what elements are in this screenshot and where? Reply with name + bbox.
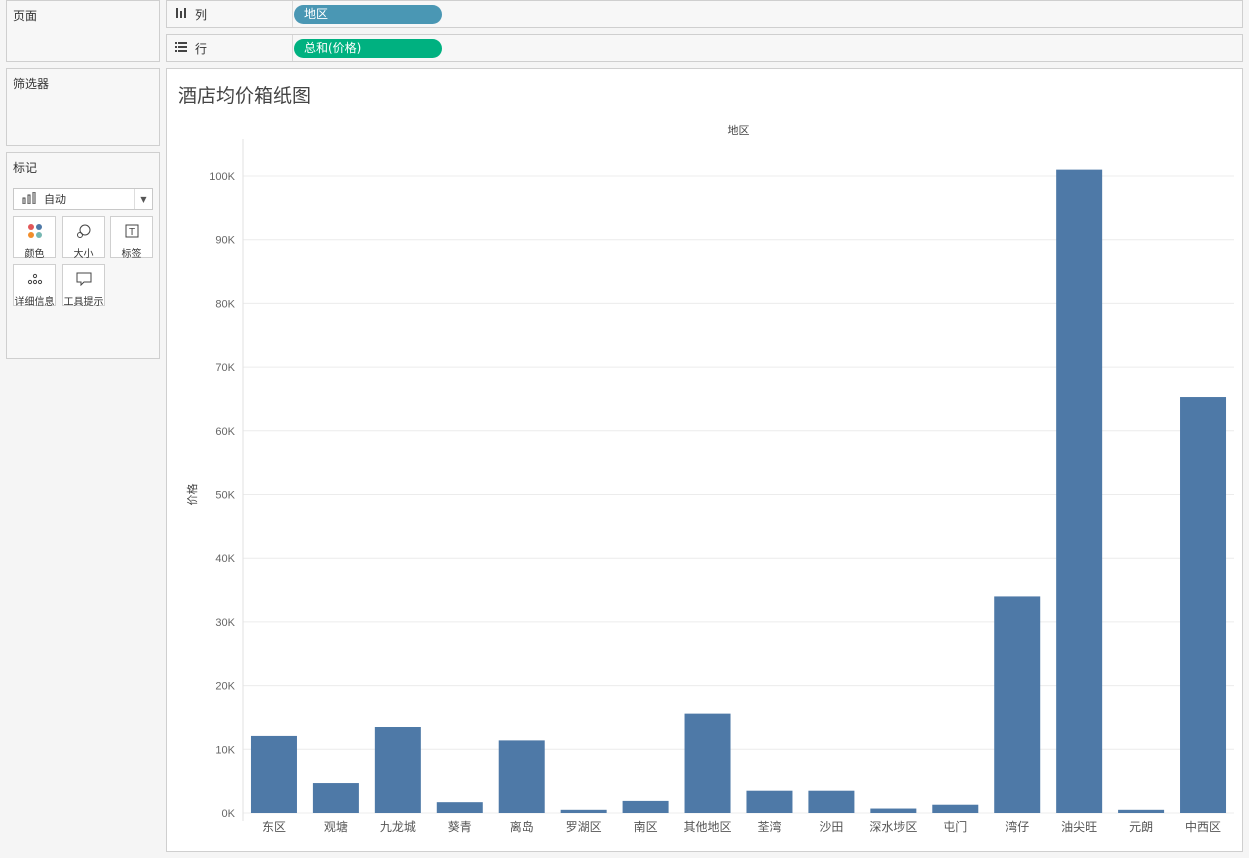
y-tick-label: 100K	[209, 171, 235, 183]
watermark: https://blog.csdn.net/qq_16146103	[993, 832, 1239, 848]
chart-panel: 酒店均价箱纸图 0K 10K 20K 30K 40K 50K 60K 70K 80K 90K 100…	[166, 68, 1243, 852]
marks-title: 标记	[13, 161, 38, 175]
columns-shelf-label: 列	[167, 1, 293, 27]
x-tick-label: 离岛	[510, 819, 534, 834]
mark-type-dropdown[interactable]: 自动 ▼	[13, 188, 153, 210]
y-tick-label: 80K	[215, 298, 235, 310]
bar	[436, 802, 483, 813]
bar	[684, 713, 731, 813]
x-tick-label: 九龙城	[380, 820, 416, 834]
x-tick-label: 中西区	[1185, 819, 1221, 834]
x-tick-label: 沙田	[819, 820, 843, 834]
x-tick-label: 元朗	[1129, 820, 1153, 834]
x-tick-label: 南区	[634, 819, 658, 834]
detail-button[interactable]: 详细信息	[13, 264, 56, 308]
chevron-down-icon[interactable]: ▼	[134, 189, 152, 209]
bar	[994, 596, 1041, 813]
tooltip-icon	[63, 270, 104, 288]
color-button[interactable]: 颜色	[13, 216, 56, 260]
label-icon: T	[111, 222, 152, 240]
detail-label: 详细信息	[14, 297, 55, 308]
bar	[250, 735, 297, 813]
size-label: 大小	[73, 249, 94, 260]
x-tick-label: 屯门	[943, 819, 967, 834]
bar	[1180, 397, 1227, 813]
y-tick-label: 0K	[222, 808, 236, 820]
y-tick-label: 20K	[215, 681, 235, 693]
bar	[498, 740, 545, 813]
columns-label: 列	[195, 7, 208, 22]
bar	[622, 800, 669, 813]
pages-title: 页面	[13, 9, 38, 23]
x-tick-label: 湾仔	[1005, 819, 1029, 834]
chart-title: 酒店均价箱纸图	[178, 85, 312, 107]
rows-shelf[interactable]: 行 总和(价格)	[166, 34, 1243, 62]
label-label: 标签	[121, 249, 142, 260]
svg-text:T: T	[128, 227, 134, 238]
x-tick-label: 葵青	[448, 820, 472, 834]
label-button[interactable]: T 标签	[110, 216, 153, 260]
bar	[932, 804, 979, 813]
bar	[374, 727, 421, 813]
x-tick-label: 东区	[262, 820, 286, 834]
bar	[1118, 809, 1165, 813]
x-tick-label: 其他地区	[684, 820, 732, 834]
mark-type-label: 自动	[44, 193, 66, 206]
size-button[interactable]: 大小	[62, 216, 105, 260]
rows-label: 行	[195, 41, 208, 56]
filters-panel[interactable]: 筛选器	[6, 68, 160, 146]
rows-pill[interactable]: 总和(价格)	[294, 39, 442, 58]
bar-chart-icon	[22, 191, 38, 207]
marks-panel: 标记 自动 ▼ 颜色 大小 T 标签 详细信息 工具提示	[6, 152, 160, 359]
rows-shelf-label: 行	[167, 35, 293, 61]
x-tick-label: 油尖旺	[1061, 820, 1097, 834]
detail-icon	[14, 270, 55, 288]
x-tick-label: 观塘	[324, 819, 348, 834]
y-tick-label: 30K	[215, 617, 235, 629]
columns-shelf[interactable]: 列 地区	[166, 0, 1243, 28]
bar	[560, 809, 607, 813]
columns-icon	[171, 7, 191, 22]
tooltip-button[interactable]: 工具提示	[62, 264, 105, 308]
x-tick-label: 荃湾	[757, 819, 781, 834]
color-label: 颜色	[24, 249, 45, 260]
bar	[312, 783, 359, 813]
bar	[808, 790, 855, 813]
x-tick-label: 深水埗区	[869, 820, 917, 834]
x-axis-title: 地区	[728, 124, 750, 137]
bar	[870, 808, 917, 813]
x-tick-label: 罗湖区	[566, 819, 602, 834]
size-icon	[63, 222, 104, 240]
rows-icon	[171, 41, 191, 55]
columns-pill[interactable]: 地区	[294, 5, 442, 24]
pages-panel: 页面	[6, 0, 160, 62]
y-tick-label: 10K	[215, 744, 235, 756]
filters-title: 筛选器	[13, 77, 50, 91]
y-tick-label: 50K	[215, 490, 235, 502]
y-tick-label: 60K	[215, 426, 235, 438]
color-icon	[14, 222, 55, 240]
y-axis-title: 价格	[185, 484, 199, 506]
bar	[746, 790, 793, 813]
y-tick-label: 40K	[215, 553, 235, 565]
y-tick-label: 70K	[215, 362, 235, 374]
y-tick-label: 90K	[215, 235, 235, 247]
bar	[1056, 169, 1103, 813]
tooltip-label: 工具提示	[63, 297, 104, 308]
